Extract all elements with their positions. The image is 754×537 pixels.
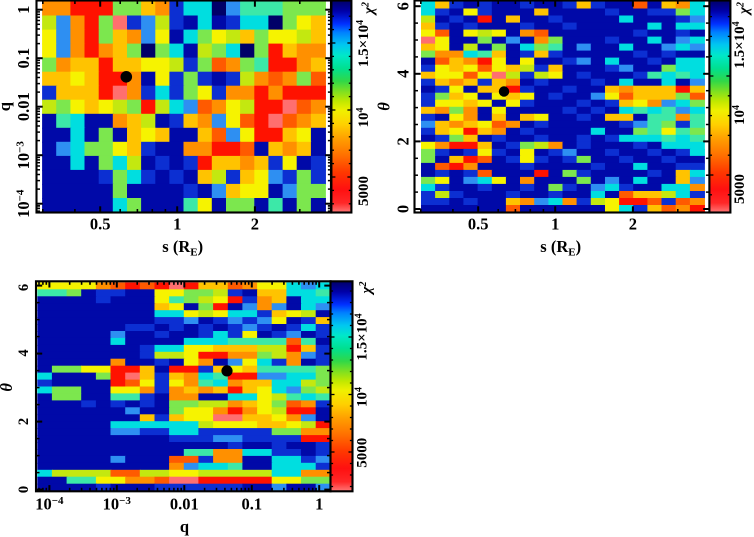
svg-text:1: 1 <box>14 6 33 14</box>
svg-text:5000: 5000 <box>355 438 371 468</box>
svg-text:0.1: 0.1 <box>14 48 33 69</box>
svg-text:q: q <box>180 517 190 536</box>
svg-text:10−4: 10−4 <box>35 495 64 514</box>
svg-text:4: 4 <box>394 70 413 78</box>
svg-text:s (RE): s (RE) <box>162 237 203 259</box>
svg-text:5000: 5000 <box>356 176 372 206</box>
svg-text:2: 2 <box>629 215 637 234</box>
svg-text:10−3: 10−3 <box>14 141 33 170</box>
svg-text:1.5×104: 1.5×104 <box>355 20 372 67</box>
svg-text:1: 1 <box>315 495 323 514</box>
svg-text:1.5×104: 1.5×104 <box>731 21 748 68</box>
svg-text:0.5: 0.5 <box>468 215 489 234</box>
svg-text:q: q <box>0 101 14 111</box>
svg-text:0.01: 0.01 <box>14 92 33 121</box>
svg-text:4: 4 <box>16 349 32 356</box>
svg-text:1: 1 <box>173 215 181 234</box>
svg-text:104: 104 <box>354 387 371 407</box>
svg-text:1.5×104: 1.5×104 <box>354 313 371 360</box>
svg-text:2: 2 <box>16 418 32 425</box>
svg-text:10−3: 10−3 <box>103 495 132 514</box>
svg-text:χ2: χ2 <box>736 2 753 16</box>
svg-text:10−4: 10−4 <box>14 189 33 218</box>
svg-text:χ2: χ2 <box>361 2 378 16</box>
svg-text:0: 0 <box>394 205 413 213</box>
svg-text:0.01: 0.01 <box>170 495 199 514</box>
svg-text:0: 0 <box>16 486 32 493</box>
svg-text:χ2: χ2 <box>358 282 375 296</box>
svg-text:2: 2 <box>251 215 259 234</box>
svg-text:6: 6 <box>394 2 413 10</box>
svg-text:θ: θ <box>0 383 16 392</box>
svg-text:2: 2 <box>394 137 413 145</box>
svg-text:s (RE): s (RE) <box>540 237 581 259</box>
svg-text:104: 104 <box>355 108 372 128</box>
svg-text:θ: θ <box>375 102 394 111</box>
svg-text:5000: 5000 <box>732 174 748 204</box>
svg-text:6: 6 <box>16 284 32 291</box>
svg-text:1: 1 <box>551 215 559 234</box>
svg-text:0.5: 0.5 <box>90 215 111 234</box>
svg-text:0.1: 0.1 <box>241 495 262 514</box>
svg-text:104: 104 <box>731 105 748 125</box>
